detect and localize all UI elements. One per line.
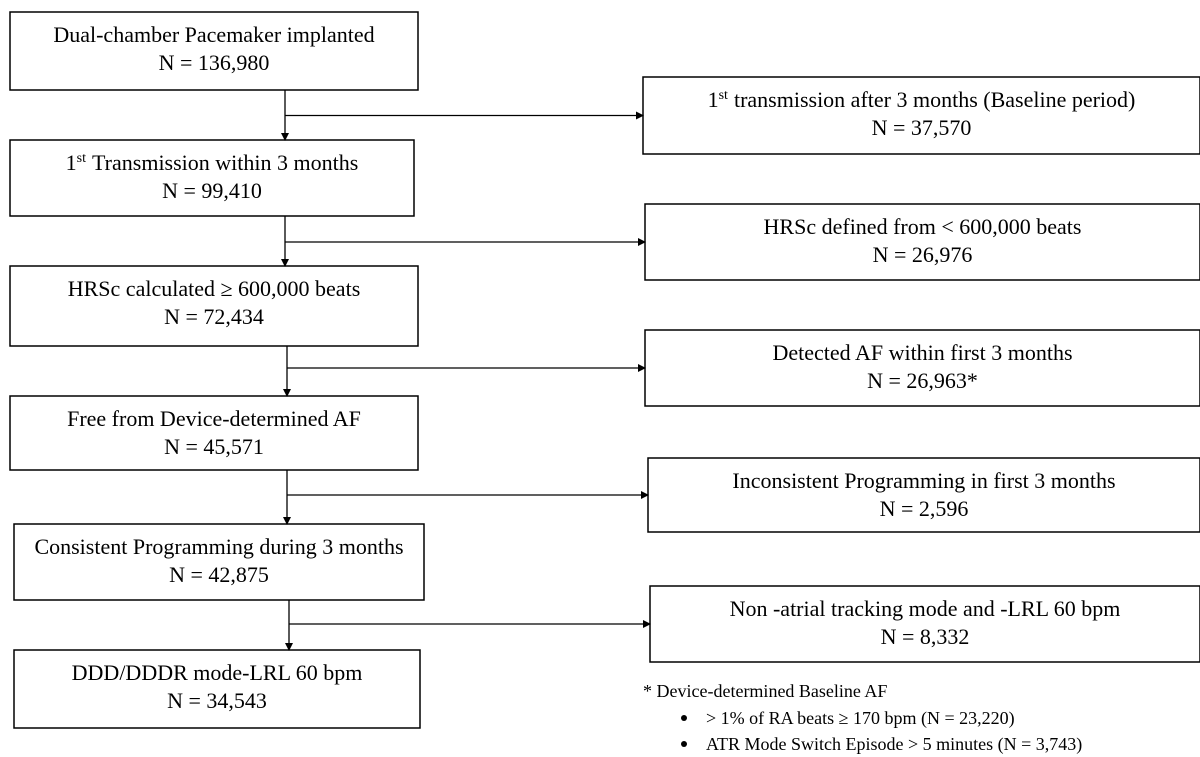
box: [642, 76, 1200, 155]
label: Consistent Programming during 3 months: [34, 534, 403, 559]
box-label: HRSc calculated ≥ 600,000 beats: [68, 276, 361, 301]
box-label: 1st transmission after 3 months (Baseline…: [708, 87, 1136, 112]
box-label: Free from Device-determined AF: [67, 406, 361, 431]
footnote-item: ATR Mode Switch Episode > 5 minutes (N =…: [706, 734, 1082, 755]
label: transmission after 3 months (Baseline pe…: [734, 87, 1135, 112]
box-label: Non -atrial tracking mode and -LRL 60 bp…: [730, 596, 1121, 621]
label: Transmission within 3 months: [92, 150, 358, 175]
box-label: Dual-chamber Pacemaker implanted: [53, 22, 374, 47]
box: [13, 523, 425, 601]
count: N = 2,596: [880, 496, 969, 521]
bullet: [681, 715, 687, 721]
label: Dual-chamber Pacemaker implanted: [53, 22, 374, 47]
box-label: Consistent Programming during 3 months: [34, 534, 403, 559]
ordinal: 1: [708, 87, 719, 112]
box-label: DDD/DDDR mode-LRL 60 bpm: [72, 660, 363, 685]
footnote-item: > 1% of RA beats ≥ 170 bpm (N = 23,220): [706, 708, 1015, 729]
box: [9, 395, 419, 471]
label: Detected AF within first 3 months: [772, 340, 1072, 365]
box-label: HRSc defined from < 600,000 beats: [764, 214, 1082, 239]
count: N = 45,571: [164, 434, 264, 459]
label: Non -atrial tracking mode and -LRL 60 bp…: [730, 596, 1121, 621]
box-label: Detected AF within first 3 months: [772, 340, 1072, 365]
count: N = 136,980: [159, 50, 270, 75]
ordinal-suffix: st: [719, 88, 728, 103]
box: [13, 649, 421, 729]
box-label: 1st Transmission within 3 months: [66, 150, 359, 175]
label: Free from Device-determined AF: [67, 406, 361, 431]
footnote-title: * Device-determined Baseline AF: [643, 681, 887, 701]
box: [644, 329, 1200, 407]
ordinal: 1: [66, 150, 77, 175]
bullet: [681, 741, 687, 747]
label: HRSc defined from < 600,000 beats: [764, 214, 1082, 239]
count: N = 72,434: [164, 304, 264, 329]
box-label: Inconsistent Programming in first 3 mont…: [732, 468, 1115, 493]
count: N = 8,332: [881, 624, 970, 649]
box: [649, 585, 1200, 663]
box: [644, 203, 1200, 281]
label: HRSc calculated ≥ 600,000 beats: [68, 276, 361, 301]
label: DDD/DDDR mode-LRL 60 bpm: [72, 660, 363, 685]
box: [647, 457, 1200, 533]
box: [9, 139, 415, 217]
count: N = 99,410: [162, 178, 262, 203]
label: Inconsistent Programming in first 3 mont…: [732, 468, 1115, 493]
count: N = 37,570: [872, 115, 972, 140]
count: N = 42,875: [169, 562, 269, 587]
ordinal-suffix: st: [77, 151, 86, 166]
count: N = 26,976: [873, 242, 973, 267]
box: [9, 265, 419, 347]
count: N = 26,963*: [867, 368, 978, 393]
box: [9, 11, 419, 91]
count: N = 34,543: [167, 688, 267, 713]
